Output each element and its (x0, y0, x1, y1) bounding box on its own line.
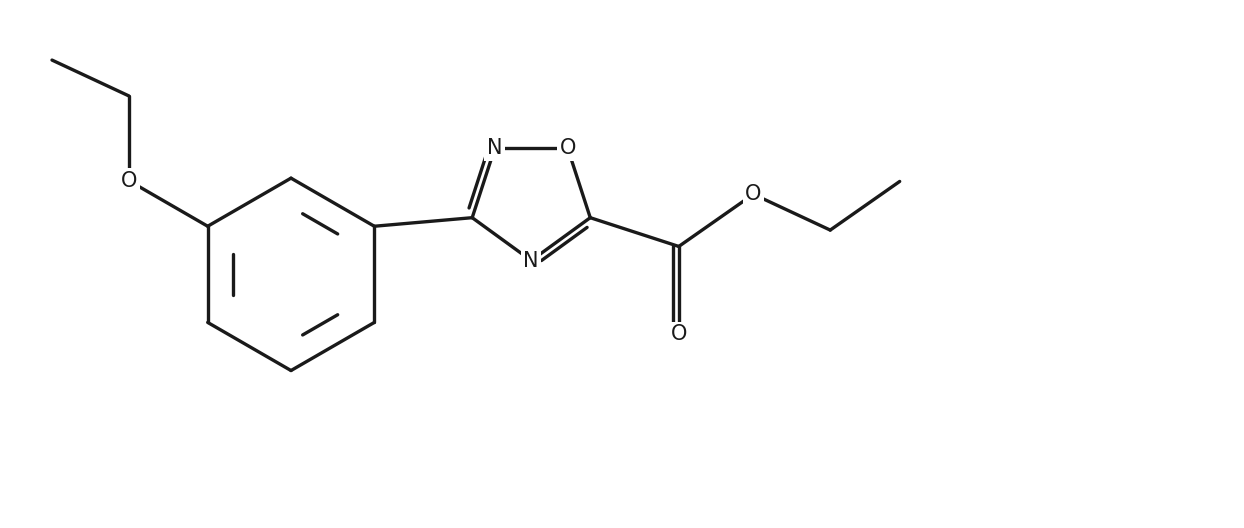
Text: O: O (121, 171, 137, 191)
Text: N: N (524, 251, 539, 270)
Text: N: N (486, 138, 503, 158)
Text: O: O (745, 184, 761, 204)
Text: O: O (560, 138, 576, 158)
Text: O: O (671, 324, 687, 344)
